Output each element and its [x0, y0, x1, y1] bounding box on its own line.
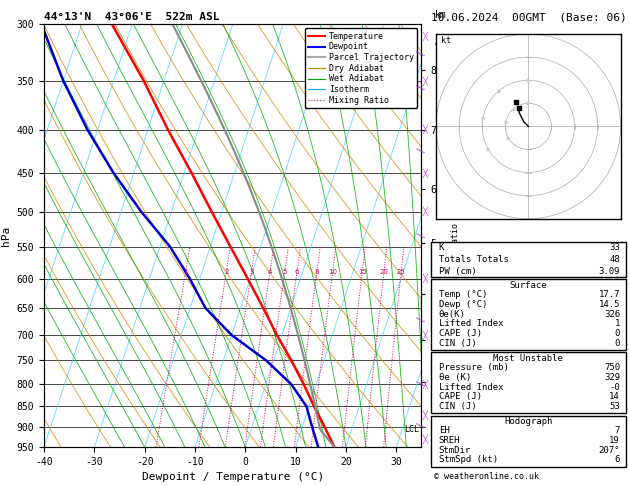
Text: 2: 2 [224, 269, 228, 276]
Text: 44°13'N  43°06'E  522m ASL: 44°13'N 43°06'E 522m ASL [44, 12, 220, 22]
Text: ╳: ╳ [422, 32, 427, 41]
Text: 14.5: 14.5 [599, 300, 620, 309]
Text: © weatheronline.co.uk: © weatheronline.co.uk [434, 472, 539, 481]
Text: -0: -0 [610, 382, 620, 392]
Text: ╳: ╳ [422, 434, 427, 444]
Text: \: \ [416, 146, 426, 156]
Text: 6: 6 [294, 269, 299, 276]
Text: ╳: ╳ [422, 274, 427, 283]
Text: \: \ [416, 421, 426, 431]
Text: 17.7: 17.7 [599, 291, 620, 299]
Text: kt: kt [441, 36, 450, 45]
Text: 10.06.2024  00GMT  (Base: 06): 10.06.2024 00GMT (Base: 06) [431, 12, 626, 22]
Text: ╳: ╳ [422, 125, 427, 135]
Text: K: K [438, 243, 444, 252]
Text: EH: EH [438, 426, 449, 435]
Text: \: \ [416, 315, 426, 325]
Text: Totals Totals: Totals Totals [438, 255, 508, 264]
Text: 8: 8 [314, 269, 319, 276]
Text: ╳: ╳ [422, 380, 427, 389]
Text: 329: 329 [604, 373, 620, 382]
Text: ╳: ╳ [422, 330, 427, 340]
Text: θe(K): θe(K) [438, 310, 465, 319]
Text: PW (cm): PW (cm) [438, 267, 476, 276]
Text: LCL: LCL [404, 425, 419, 434]
Text: 25: 25 [397, 269, 406, 276]
Text: km: km [435, 10, 447, 20]
Text: Surface: Surface [509, 281, 547, 290]
Text: 48: 48 [610, 255, 620, 264]
Text: ╳: ╳ [422, 207, 427, 216]
Text: \: \ [416, 379, 426, 389]
Text: θe (K): θe (K) [438, 373, 471, 382]
Legend: Temperature, Dewpoint, Parcel Trajectory, Dry Adiabat, Wet Adiabat, Isotherm, Mi: Temperature, Dewpoint, Parcel Trajectory… [305, 29, 417, 108]
Text: StmSpd (kt): StmSpd (kt) [438, 455, 498, 464]
Text: 1: 1 [183, 269, 188, 276]
Text: 3: 3 [249, 269, 253, 276]
Text: Dewp (°C): Dewp (°C) [438, 300, 487, 309]
Text: 19: 19 [610, 436, 620, 445]
Text: Lifted Index: Lifted Index [438, 319, 503, 329]
Text: 326: 326 [604, 310, 620, 319]
Text: SREH: SREH [438, 436, 460, 445]
Text: ╳: ╳ [422, 410, 427, 419]
Text: 53: 53 [610, 402, 620, 411]
Text: ASL: ASL [435, 37, 452, 47]
Text: 4: 4 [268, 269, 272, 276]
Text: CAPE (J): CAPE (J) [438, 392, 482, 401]
Text: ╳: ╳ [422, 168, 427, 178]
Text: 33: 33 [610, 243, 620, 252]
Text: 3.09: 3.09 [599, 267, 620, 276]
Text: 15: 15 [358, 269, 367, 276]
Text: StmDir: StmDir [438, 446, 471, 455]
Text: 5: 5 [282, 269, 287, 276]
Text: Hodograph: Hodograph [504, 417, 552, 426]
Text: \: \ [416, 49, 426, 59]
Text: CIN (J): CIN (J) [438, 339, 476, 347]
Text: 750: 750 [604, 363, 620, 372]
Text: Mixing Ratio (g/kg): Mixing Ratio (g/kg) [451, 188, 460, 283]
Text: 7: 7 [615, 426, 620, 435]
X-axis label: Dewpoint / Temperature (°C): Dewpoint / Temperature (°C) [142, 472, 324, 483]
Text: Lifted Index: Lifted Index [438, 382, 503, 392]
Text: \: \ [416, 83, 426, 93]
Text: 10: 10 [328, 269, 337, 276]
Text: \: \ [416, 231, 426, 241]
Text: CAPE (J): CAPE (J) [438, 329, 482, 338]
Text: CIN (J): CIN (J) [438, 402, 476, 411]
Text: 207°: 207° [599, 446, 620, 455]
Text: 0: 0 [615, 339, 620, 347]
Text: ╳: ╳ [422, 76, 427, 86]
Text: 0: 0 [615, 329, 620, 338]
Text: 20: 20 [379, 269, 388, 276]
Text: Temp (°C): Temp (°C) [438, 291, 487, 299]
Text: Most Unstable: Most Unstable [493, 354, 564, 363]
Y-axis label: hPa: hPa [1, 226, 11, 246]
Text: 6: 6 [615, 455, 620, 464]
Text: 14: 14 [610, 392, 620, 401]
Text: 1: 1 [615, 319, 620, 329]
Text: Pressure (mb): Pressure (mb) [438, 363, 508, 372]
